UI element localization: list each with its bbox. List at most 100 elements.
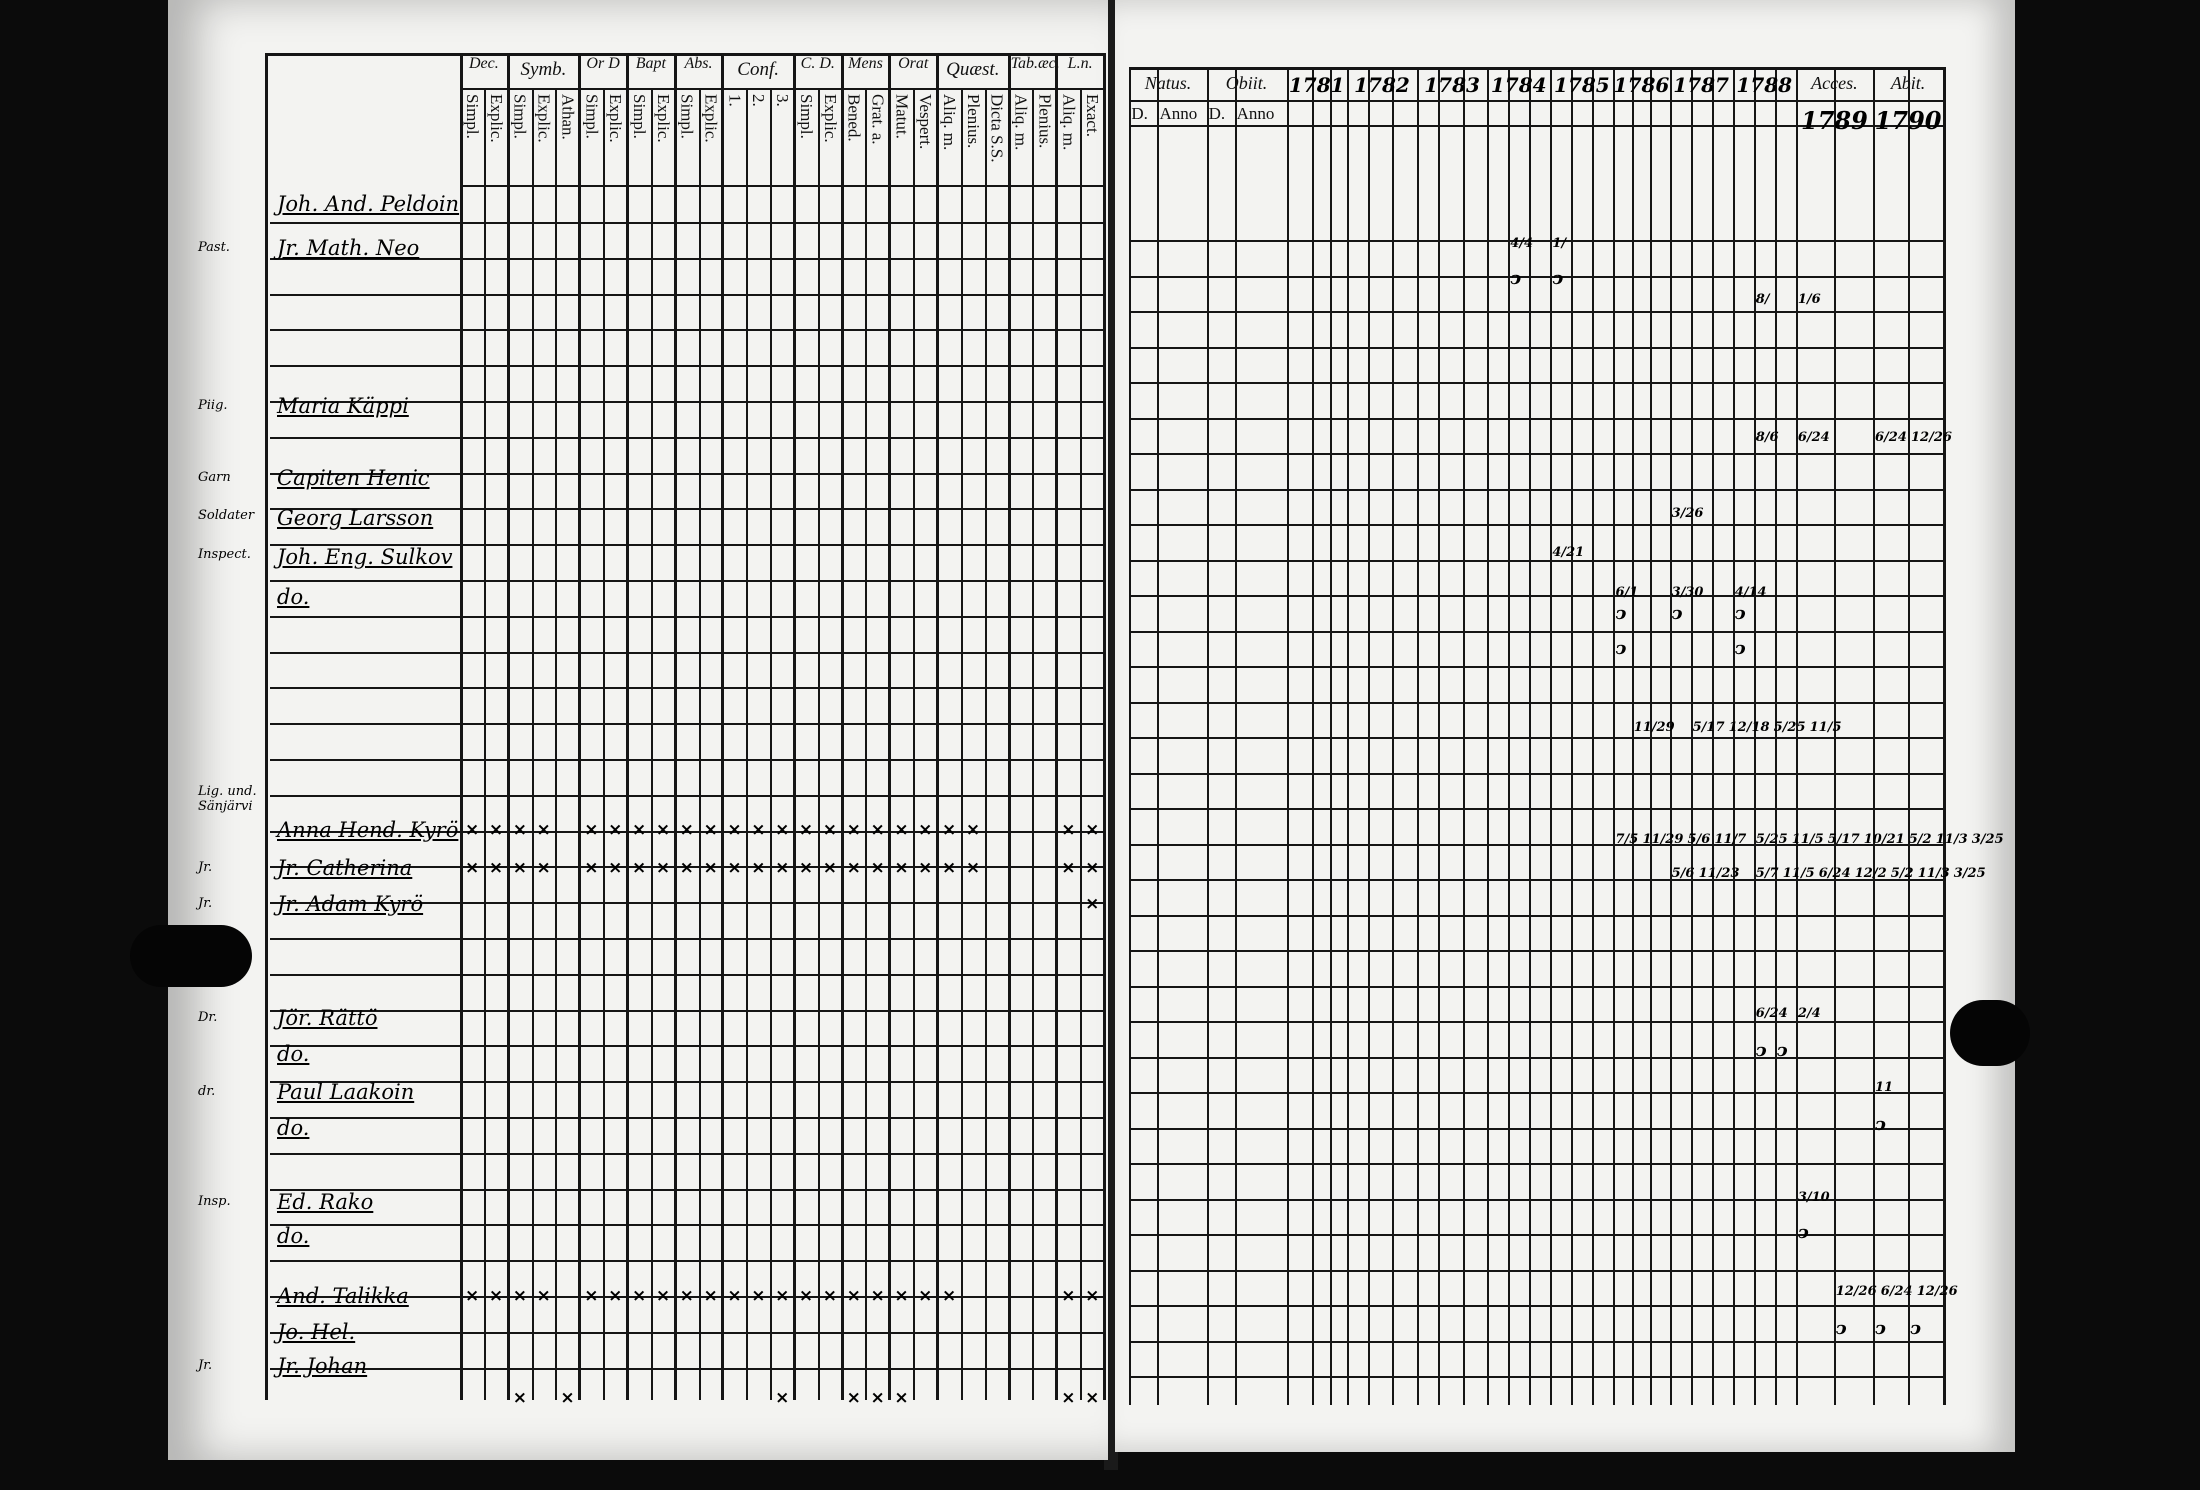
catechism-mark: × (512, 820, 527, 840)
column-subheader: D. (1208, 104, 1226, 123)
register-entry: 3/25 (1971, 832, 2004, 847)
row-line (1129, 595, 1944, 597)
row-line (270, 1296, 1104, 1298)
register-entry: 6/24 (1875, 430, 1907, 445)
column-divider (913, 88, 916, 1400)
register-entry: 12/26 (1835, 1284, 1877, 1299)
row-line (270, 687, 1104, 689)
column-divider (1032, 88, 1035, 1400)
catechism-mark: × (727, 858, 742, 878)
catechism-mark: × (942, 858, 957, 878)
column-subheader: D. (1131, 104, 1148, 123)
catechism-mark: × (608, 820, 623, 840)
right-column-divider (1311, 67, 1314, 1405)
catechism-mark: × (512, 1286, 527, 1306)
catechism-mark: × (536, 858, 551, 878)
catechism-mark: × (870, 1388, 885, 1408)
left-page (168, 0, 1108, 1460)
column-subheader: Explic. (653, 94, 673, 143)
person-name: Maria Käppi (277, 394, 409, 418)
column-group-header: Mens (848, 55, 883, 72)
register-entry: 1/ (1552, 236, 1567, 251)
column-subheader: Anno (1236, 104, 1275, 123)
column-divider (603, 88, 606, 1400)
catechism-mark: × (822, 858, 838, 878)
right-column-divider (1367, 67, 1370, 1405)
register-entry: 5/17 (1692, 720, 1725, 735)
catechism-mark: × (965, 858, 981, 878)
catechism-mark: × (1061, 1388, 1076, 1408)
register-mark: ↄ (1910, 1318, 1922, 1339)
column-subheader: Aliq. m. (940, 94, 960, 151)
right-column-divider (1592, 67, 1595, 1405)
row-prefix: Garn (198, 470, 231, 485)
column-group-divider (888, 53, 892, 1400)
row-line (1129, 489, 1944, 491)
row-line (1129, 1341, 1944, 1343)
person-name: And. Talikka (277, 1284, 409, 1308)
right-column-divider (1550, 67, 1553, 1405)
right-column-divider (1286, 67, 1289, 1405)
catechism-mark: × (584, 1286, 599, 1306)
catechism-mark: × (870, 820, 885, 840)
catechism-mark: × (798, 858, 814, 878)
right-column-divider (1613, 67, 1616, 1405)
left-table-top-line (265, 53, 1104, 56)
register-entry: 3/30 (1671, 585, 1704, 600)
column-subheader: Explic. (606, 94, 626, 143)
person-name: Anna Hend. Kyrö (277, 818, 459, 842)
right-column-divider (1438, 67, 1441, 1405)
catechism-mark: × (894, 858, 909, 878)
register-entry: 5/25 (1773, 720, 1806, 735)
row-line (270, 1010, 1104, 1012)
column-subheader: Simpl. (629, 94, 649, 139)
row-line (270, 1368, 1104, 1370)
row-line (270, 1045, 1104, 1047)
row-line (1129, 1305, 1944, 1307)
column-divider (555, 88, 558, 1400)
register-entry: 3/26 (1671, 506, 1704, 521)
register-entry: 11/7 (1714, 832, 1747, 847)
right-column-divider (1330, 67, 1333, 1405)
person-name: Capiten Henic (277, 466, 430, 490)
row-line (270, 294, 1104, 296)
catechism-mark: × (536, 1286, 551, 1306)
catechism-mark: × (846, 1388, 861, 1408)
register-entry: 12/2 (1854, 866, 1887, 881)
column-group-divider (792, 53, 796, 1400)
row-prefix: Insp. (198, 1194, 231, 1209)
catechism-mark: × (631, 1286, 647, 1306)
right-column-divider (1234, 67, 1237, 1405)
catechism-mark: × (822, 1286, 838, 1306)
catechism-mark: × (918, 1286, 933, 1306)
column-subheader: Plenius. (1035, 94, 1055, 149)
row-prefix: Jr. (198, 1358, 213, 1373)
catechism-mark: × (965, 820, 981, 840)
catechism-mark: × (631, 820, 647, 840)
person-name: do. (277, 1116, 310, 1140)
row-line (1129, 311, 1944, 313)
catechism-mark: × (942, 1286, 957, 1306)
catechism-mark: × (679, 820, 694, 840)
row-line (1129, 276, 1944, 278)
row-line (1129, 1199, 1944, 1201)
column-subheader: Simpl. (796, 94, 816, 139)
catechism-mark: × (1085, 1388, 1100, 1408)
column-group-header: Dec. (468, 55, 499, 72)
row-line (270, 1081, 1104, 1083)
catechism-mark: × (631, 858, 647, 878)
right-column-divider (1669, 67, 1672, 1405)
row-line (270, 795, 1104, 797)
register-entry: 12/26 (1911, 430, 1952, 445)
register-entry: 5/2 (1890, 866, 1914, 881)
register-entry: 6/24 (1818, 866, 1851, 881)
catechism-mark: × (870, 858, 885, 878)
catechism-mark: × (465, 1286, 480, 1306)
row-line (1129, 1234, 1944, 1236)
register-entry: 3/25 (1953, 866, 1986, 881)
left-margin-line (265, 53, 268, 1400)
column-year: 1790 (1874, 106, 1942, 135)
register-entry: 11/3 (1935, 832, 1968, 847)
register-entry: 11/5 (1809, 720, 1842, 735)
column-subheader: Grat. a. (868, 94, 888, 145)
